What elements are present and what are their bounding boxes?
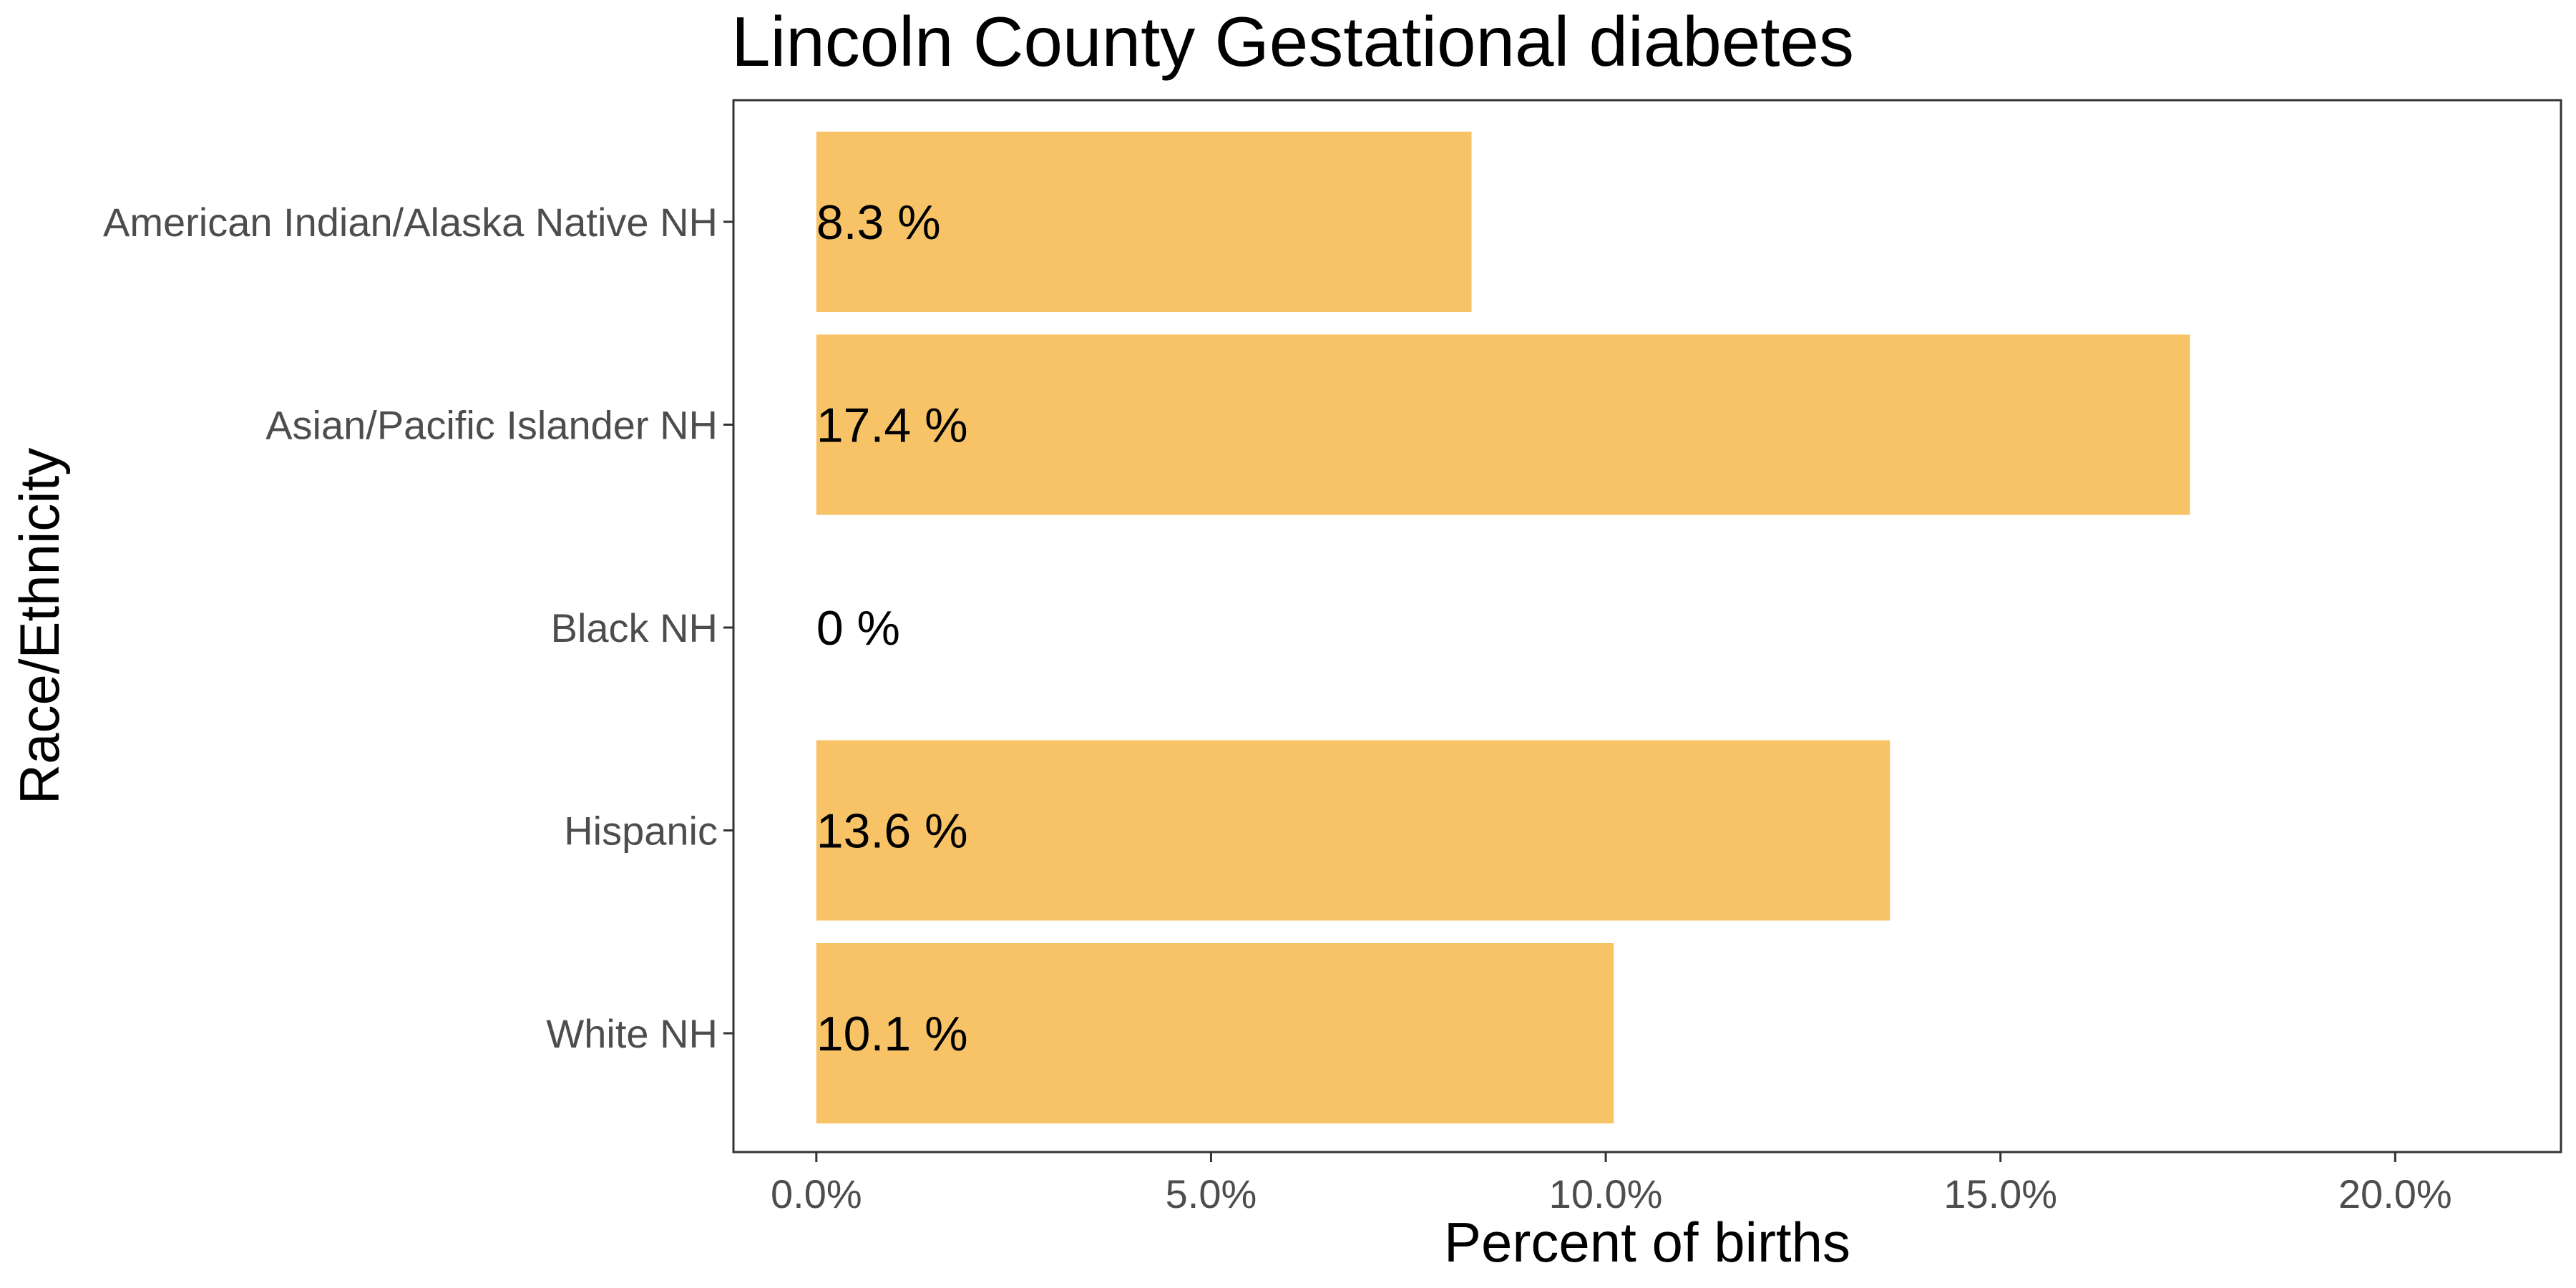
y-tick-label: Asian/Pacific Islander NH xyxy=(265,403,718,448)
x-tick-label: 5.0% xyxy=(1166,1171,1257,1216)
bar xyxy=(816,740,1890,921)
y-tick-label: American Indian/Alaska Native NH xyxy=(103,200,718,245)
data-label: 10.1 % xyxy=(816,1007,968,1061)
y-tick-label: Black NH xyxy=(551,605,718,650)
data-label: 17.4 % xyxy=(816,399,968,453)
x-tick-label: 0.0% xyxy=(771,1171,862,1216)
x-tick-label: 15.0% xyxy=(1943,1171,2057,1216)
data-label: 0 % xyxy=(816,601,900,655)
y-axis-title: Race/Ethnicity xyxy=(8,448,71,805)
y-tick-label: White NH xyxy=(546,1011,718,1056)
y-tick-label: Hispanic xyxy=(564,809,718,854)
x-axis-title: Percent of births xyxy=(1444,1211,1850,1274)
plot-panel-border xyxy=(732,99,2562,1153)
chart-title: Lincoln County Gestational diabetes xyxy=(731,2,1854,81)
y-axis: American Indian/Alaska Native NH Asian/Pa… xyxy=(103,200,733,1056)
x-axis: 0.0% 5.0% 10.0% 15.0% 20.0% xyxy=(771,1152,2452,1216)
bar xyxy=(816,132,1472,312)
bar xyxy=(816,943,1614,1123)
x-tick-label: 10.0% xyxy=(1549,1171,1663,1216)
data-label: 13.6 % xyxy=(816,804,968,859)
data-label: 8.3 % xyxy=(816,195,941,250)
bars-group: 8.3 % 17.4 % 0 % 13.6 % 10.1 % xyxy=(816,132,2190,1123)
bar xyxy=(816,334,2190,515)
x-tick-label: 20.0% xyxy=(2338,1171,2452,1216)
